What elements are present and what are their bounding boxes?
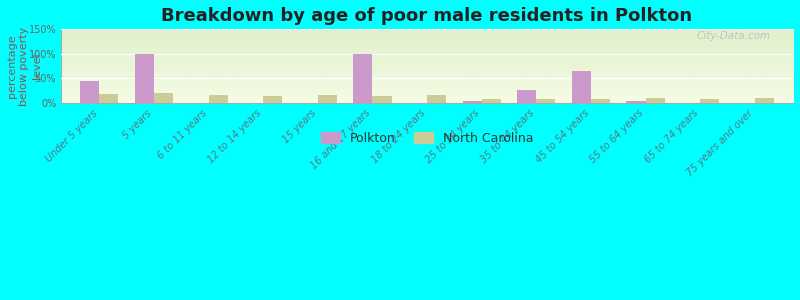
Title: Breakdown by age of poor male residents in Polkton: Breakdown by age of poor male residents … xyxy=(162,7,693,25)
Bar xyxy=(462,100,482,103)
Bar xyxy=(646,98,665,103)
Bar xyxy=(482,99,501,103)
Bar xyxy=(354,54,372,103)
Bar xyxy=(700,99,719,103)
Bar xyxy=(318,95,337,103)
Bar xyxy=(99,94,118,103)
Text: City-Data.com: City-Data.com xyxy=(697,32,771,41)
Bar xyxy=(134,54,154,103)
Y-axis label: percentage
below poverty
level: percentage below poverty level xyxy=(7,26,42,106)
Bar xyxy=(626,100,646,103)
Bar xyxy=(209,94,228,103)
Bar xyxy=(517,90,536,103)
Bar xyxy=(536,99,555,103)
Bar xyxy=(372,96,391,103)
Legend: Polkton, North Carolina: Polkton, North Carolina xyxy=(316,127,538,150)
Bar xyxy=(80,81,99,103)
Bar xyxy=(572,71,591,103)
Bar xyxy=(755,98,774,103)
Bar xyxy=(263,96,282,103)
Bar xyxy=(427,94,446,103)
Bar xyxy=(591,99,610,103)
Bar xyxy=(154,93,173,103)
